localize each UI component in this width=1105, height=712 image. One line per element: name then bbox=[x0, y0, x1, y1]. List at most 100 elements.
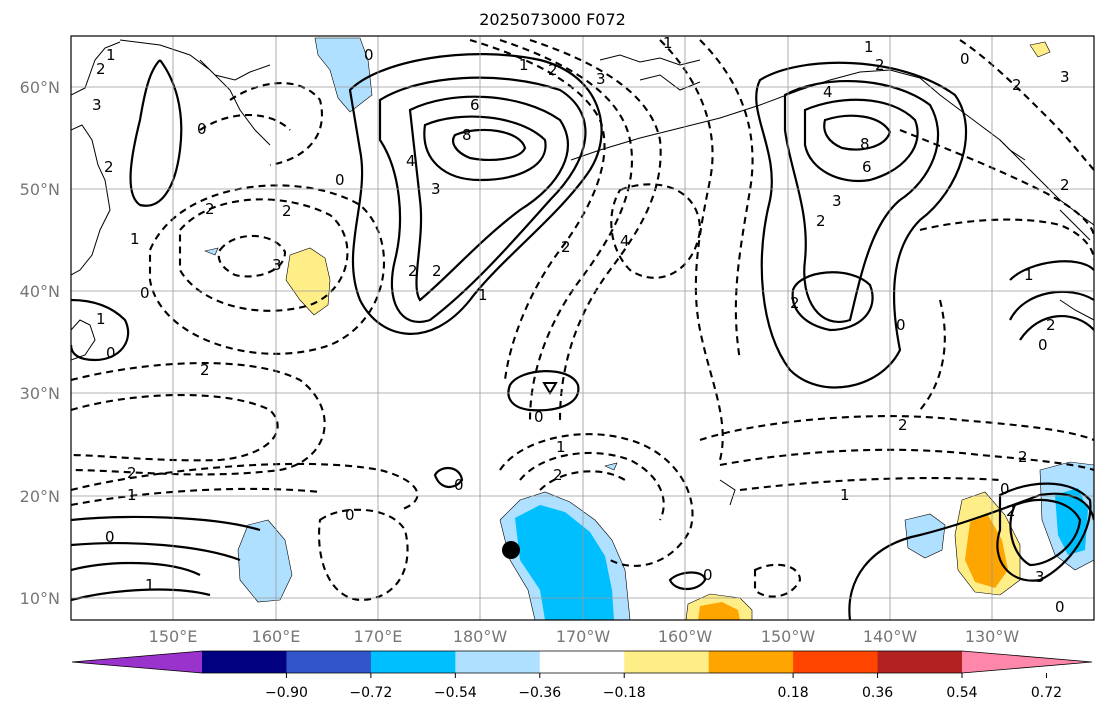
contour-label: 4 bbox=[620, 232, 630, 250]
contour-label: 1 bbox=[663, 34, 673, 52]
lat-label: 30°N bbox=[20, 384, 60, 403]
contour-label: 1 bbox=[145, 576, 155, 594]
lat-label: 60°N bbox=[20, 78, 60, 97]
contour-label: 0 bbox=[896, 316, 906, 334]
contour-label: 2 bbox=[1060, 176, 1070, 194]
contour-label: 2 bbox=[408, 262, 418, 280]
contour-label: 8 bbox=[860, 135, 870, 153]
colorbar-outline bbox=[71, 650, 1093, 674]
contour-label: 0 bbox=[534, 408, 544, 426]
colorbar-segment bbox=[624, 651, 710, 673]
colorbar-tick-label: −0.90 bbox=[265, 685, 308, 701]
lat-label: 50°N bbox=[20, 180, 60, 199]
colorbar-extend-high bbox=[962, 651, 1092, 673]
lon-label: 170°E bbox=[354, 627, 403, 646]
colorbar-segment bbox=[539, 651, 625, 673]
contour-label: 4 bbox=[823, 83, 833, 101]
colorbar-tick-label: 0.36 bbox=[862, 685, 893, 701]
map-frame bbox=[70, 35, 1095, 621]
lon-label: 150°W bbox=[761, 627, 816, 646]
contour-label: 0 bbox=[364, 46, 374, 64]
contour-label: 6 bbox=[862, 158, 872, 176]
contour-label: 0 bbox=[1055, 598, 1065, 616]
contour-label: 0 bbox=[345, 506, 355, 524]
contour-label: 2 bbox=[127, 464, 137, 482]
contour-label: 2 bbox=[1046, 316, 1056, 334]
shade-negative-central-inner bbox=[515, 505, 614, 620]
contour-label: 2 bbox=[1012, 76, 1022, 94]
graticule bbox=[71, 36, 1094, 620]
colorbar-segment bbox=[202, 651, 287, 673]
contour-label: 0 bbox=[105, 528, 115, 546]
contour-label: 2 bbox=[96, 60, 106, 78]
colorbar-extend-low bbox=[72, 651, 202, 673]
shade-positive-south-inner bbox=[698, 602, 740, 620]
colorbar-tick-label: −0.18 bbox=[603, 685, 646, 701]
contour-label: 0 bbox=[1000, 480, 1010, 498]
contour-label: 1 bbox=[864, 38, 874, 56]
colorbar-tick-label: 0.72 bbox=[1031, 685, 1062, 701]
contour-label: 3 bbox=[431, 180, 441, 198]
contour-label: 1 bbox=[556, 438, 566, 456]
contour-label: 0 bbox=[335, 171, 345, 189]
lon-label: 140°W bbox=[863, 627, 918, 646]
map-title: 2025073000 F072 bbox=[479, 10, 626, 29]
contour-label: 0 bbox=[703, 566, 713, 584]
shade-negative-east-small bbox=[904, 513, 946, 559]
contour-label: 2 bbox=[432, 262, 442, 280]
contour-label: 0 bbox=[106, 344, 116, 362]
contours-positive bbox=[71, 53, 1094, 620]
colorbar-segment bbox=[708, 651, 794, 673]
colorbar-tick-label: 0.18 bbox=[778, 685, 809, 701]
contour-label: 0 bbox=[454, 476, 464, 494]
coastlines bbox=[71, 39, 1094, 506]
contour-label: 1 bbox=[127, 486, 137, 504]
contour-label: 2 bbox=[561, 238, 571, 256]
contour-label: 2 bbox=[898, 416, 908, 434]
lat-label: 20°N bbox=[20, 487, 60, 506]
contour-label: 1 bbox=[478, 286, 488, 304]
contour-label: 2 bbox=[553, 466, 563, 484]
lon-label: 150°E bbox=[149, 627, 198, 646]
contour-labels: 6 8 4 3 2 2 1 0 0 1 2 3 4 2 1 2 4 8 6 3 … bbox=[92, 34, 1070, 616]
contour-label: 2 bbox=[1018, 448, 1028, 466]
colorbar-tick-label: 0.54 bbox=[946, 685, 977, 701]
colorbar-tick-label: −0.72 bbox=[349, 685, 392, 701]
colorbar-segment bbox=[877, 651, 963, 673]
contour-label: 1 bbox=[106, 46, 116, 64]
lon-label: 170°W bbox=[556, 627, 611, 646]
contour-label: 2 bbox=[1006, 502, 1016, 520]
contour-label: 1 bbox=[1024, 266, 1034, 284]
contour-label: 2 bbox=[200, 361, 210, 379]
lon-label: 180°W bbox=[453, 627, 508, 646]
shade-positive-northeast bbox=[1029, 41, 1051, 58]
contour-label: 8 bbox=[462, 126, 472, 144]
colorbar-segment bbox=[370, 651, 456, 673]
small-triangle-feature bbox=[542, 382, 558, 395]
contour-label: 0 bbox=[960, 50, 970, 68]
colorbar-segment bbox=[286, 651, 372, 673]
contour-label: 4 bbox=[406, 152, 416, 170]
lon-label: 160°E bbox=[252, 627, 301, 646]
contour-label: 2 bbox=[790, 294, 800, 312]
shade-negative-north bbox=[314, 37, 373, 113]
shade-positive-east-inner bbox=[965, 515, 1008, 588]
lat-label: 10°N bbox=[20, 589, 60, 608]
contour-label: 0 bbox=[140, 284, 150, 302]
shaded-anomaly-regions bbox=[237, 37, 1094, 620]
contour-label: 1 bbox=[840, 486, 850, 504]
contour-label: 3 bbox=[596, 70, 606, 88]
contour-label: 2 bbox=[816, 212, 826, 230]
latitude-labels: 60°N 50°N 40°N 30°N 20°N 10°N bbox=[20, 78, 60, 608]
lat-label: 40°N bbox=[20, 282, 60, 301]
contour-label: 1 bbox=[130, 230, 140, 248]
longitude-labels: 150°E 160°E 170°E 180°W 170°W 160°W 150°… bbox=[149, 627, 1020, 646]
contour-label: 2 bbox=[548, 61, 558, 79]
contour-label: 2 bbox=[205, 200, 215, 218]
contour-label: 1 bbox=[96, 310, 106, 328]
contour-label: 6 bbox=[470, 96, 480, 114]
contour-label: 1 bbox=[519, 56, 529, 74]
contour-label: 2 bbox=[282, 202, 292, 220]
contour-label: 3 bbox=[832, 192, 842, 210]
